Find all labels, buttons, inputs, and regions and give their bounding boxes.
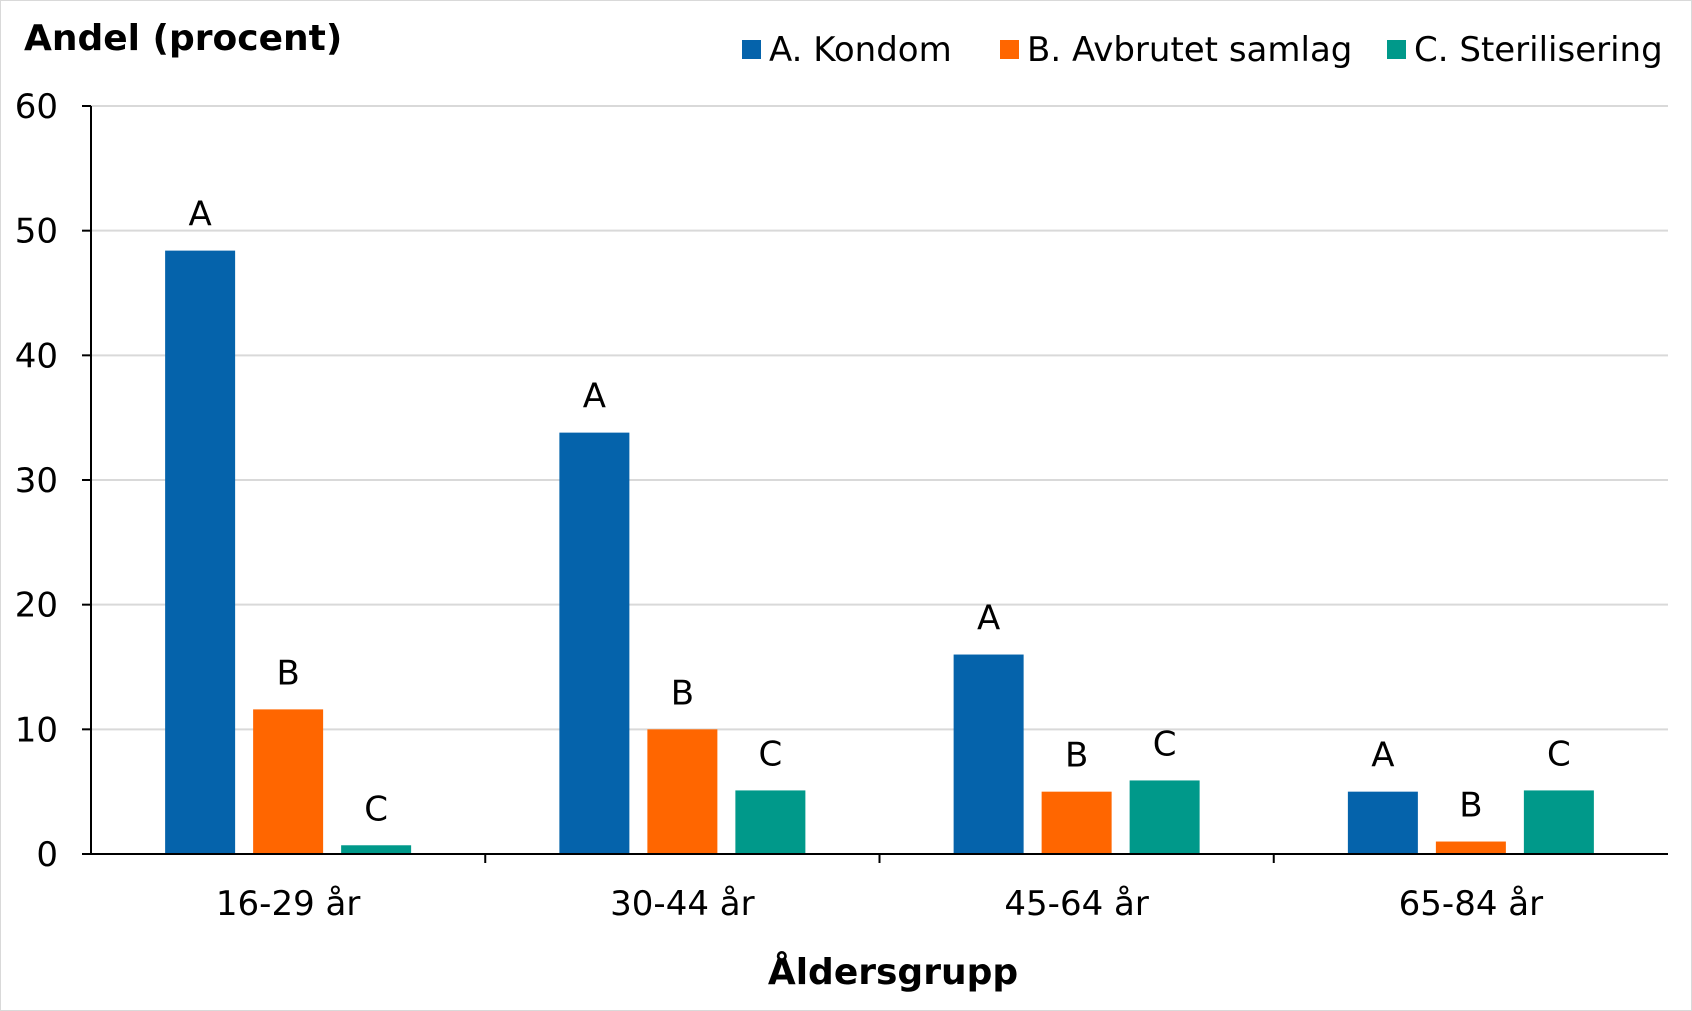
bar (253, 709, 324, 854)
gridlines (91, 105, 1668, 731)
bar (1041, 791, 1112, 854)
legend-label: C. Sterilisering (1414, 30, 1663, 70)
y-tick-label: 60 (15, 87, 58, 127)
y-tick-label: 0 (36, 835, 58, 875)
bar-label: A (1371, 736, 1394, 776)
legend: A. Kondom B. Avbrutet samlag C. Steriliser… (742, 30, 1663, 70)
bar-label: B (671, 673, 694, 713)
x-tick-label: 65-84 år (1399, 884, 1543, 924)
bar-labels: A B C A B C A B C A B C (188, 195, 1570, 830)
bar-label: B (1065, 736, 1088, 776)
bar-label: B (1459, 786, 1482, 826)
legend-swatch (742, 40, 761, 59)
bar-label: A (188, 195, 211, 235)
bar (341, 845, 412, 854)
bar (1347, 791, 1418, 854)
bar-label: C (759, 734, 783, 774)
bar (1435, 841, 1506, 854)
bar-label: C (364, 789, 388, 829)
bar-label: A (583, 377, 606, 417)
x-axis-title: Åldersgrupp (768, 951, 1018, 993)
bar (647, 729, 718, 854)
bar-label: C (1547, 734, 1571, 774)
legend-swatch (1000, 40, 1019, 59)
x-tick-label: 16-29 år (216, 884, 360, 924)
bar-label: C (1153, 724, 1177, 764)
bar (559, 432, 630, 854)
bar (735, 790, 806, 854)
y-tick-label: 20 (15, 586, 58, 626)
legend-label: B. Avbrutet samlag (1027, 30, 1352, 70)
y-tick-label: 10 (15, 710, 58, 750)
y-axis-ticks: 0 10 20 30 40 50 60 (15, 87, 91, 875)
y-axis-title: Andel (procent) (24, 18, 342, 59)
bars (165, 250, 1594, 854)
bar-label: A (977, 599, 1000, 639)
y-tick-label: 30 (15, 461, 58, 501)
x-tick-label: 30-44 år (610, 884, 754, 924)
legend-label: A. Kondom (769, 30, 952, 70)
y-tick-label: 40 (15, 336, 58, 376)
bar (953, 654, 1024, 854)
bar-label: B (276, 653, 299, 693)
y-tick-label: 50 (15, 212, 58, 252)
bar (1523, 790, 1594, 854)
x-axis-ticks: 16-29 år 30-44 år 45-64 år 65-84 år (216, 854, 1543, 924)
bar (1129, 780, 1200, 854)
legend-swatch (1387, 40, 1406, 59)
x-tick-label: 45-64 år (1004, 884, 1148, 924)
bar (165, 250, 236, 854)
